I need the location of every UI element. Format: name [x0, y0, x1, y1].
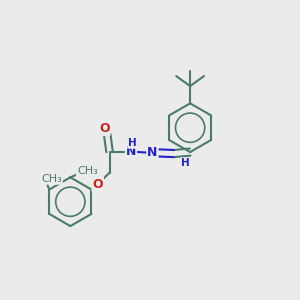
Text: N: N [147, 146, 158, 159]
Text: N: N [126, 145, 136, 158]
Text: O: O [99, 122, 110, 135]
Text: H: H [181, 158, 190, 168]
Text: O: O [92, 178, 103, 191]
Text: H: H [128, 138, 137, 148]
Text: CH₃: CH₃ [77, 167, 98, 176]
Text: CH₃: CH₃ [41, 174, 62, 184]
